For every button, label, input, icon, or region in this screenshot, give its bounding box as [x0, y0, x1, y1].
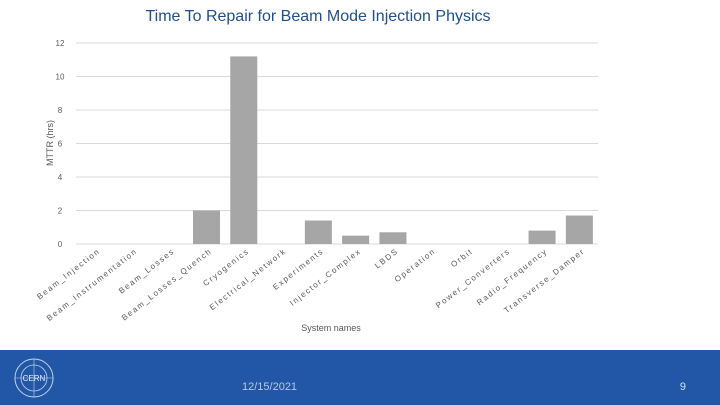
x-tick-label: Electrical_Network — [208, 246, 288, 312]
footer-bar: CERN 12/15/2021 9 — [0, 350, 720, 405]
y-tick-label: 4 — [58, 173, 63, 182]
chart-title: Time To Repair for Beam Mode Injection P… — [145, 8, 491, 25]
y-tick-label: 12 — [56, 39, 65, 48]
x-tick-labels: Beam_InjectionBeam_InstrumentationBeam_L… — [35, 246, 586, 322]
y-tick-labels: 0 2 4 6 8 10 12 — [56, 39, 65, 249]
bar — [304, 220, 332, 244]
x-tick-label: Power_Converters — [434, 246, 512, 310]
y-tick-label: 8 — [58, 106, 63, 115]
y-tick-label: 0 — [58, 240, 63, 249]
page-number: 9 — [679, 381, 686, 393]
y-axis-label: MTTR (hrs) — [45, 120, 55, 166]
bar — [528, 230, 556, 244]
x-tick-label: Orbit — [449, 246, 475, 269]
y-tick-label: 2 — [58, 207, 63, 216]
bars — [193, 56, 593, 245]
gridlines — [76, 42, 598, 245]
cern-logo-text: CERN — [23, 374, 46, 383]
cern-logo: CERN — [14, 358, 54, 398]
bar — [342, 235, 370, 244]
bar — [379, 232, 407, 244]
footer-date: 12/15/2021 — [242, 381, 298, 393]
x-tick-label: Beam_Injection — [35, 246, 102, 301]
x-tick-label: Radio_Frequency — [475, 246, 549, 307]
x-tick-label: Operation — [393, 246, 438, 284]
x-axis-label: System names — [301, 323, 361, 333]
y-tick-label: 6 — [58, 140, 63, 149]
y-tick-label: 10 — [56, 73, 65, 82]
bar — [230, 56, 258, 245]
bar — [565, 215, 593, 244]
x-tick-label: LBDS — [373, 246, 400, 270]
bar — [193, 210, 220, 244]
x-tick-label: Injector_Complex — [288, 246, 363, 307]
